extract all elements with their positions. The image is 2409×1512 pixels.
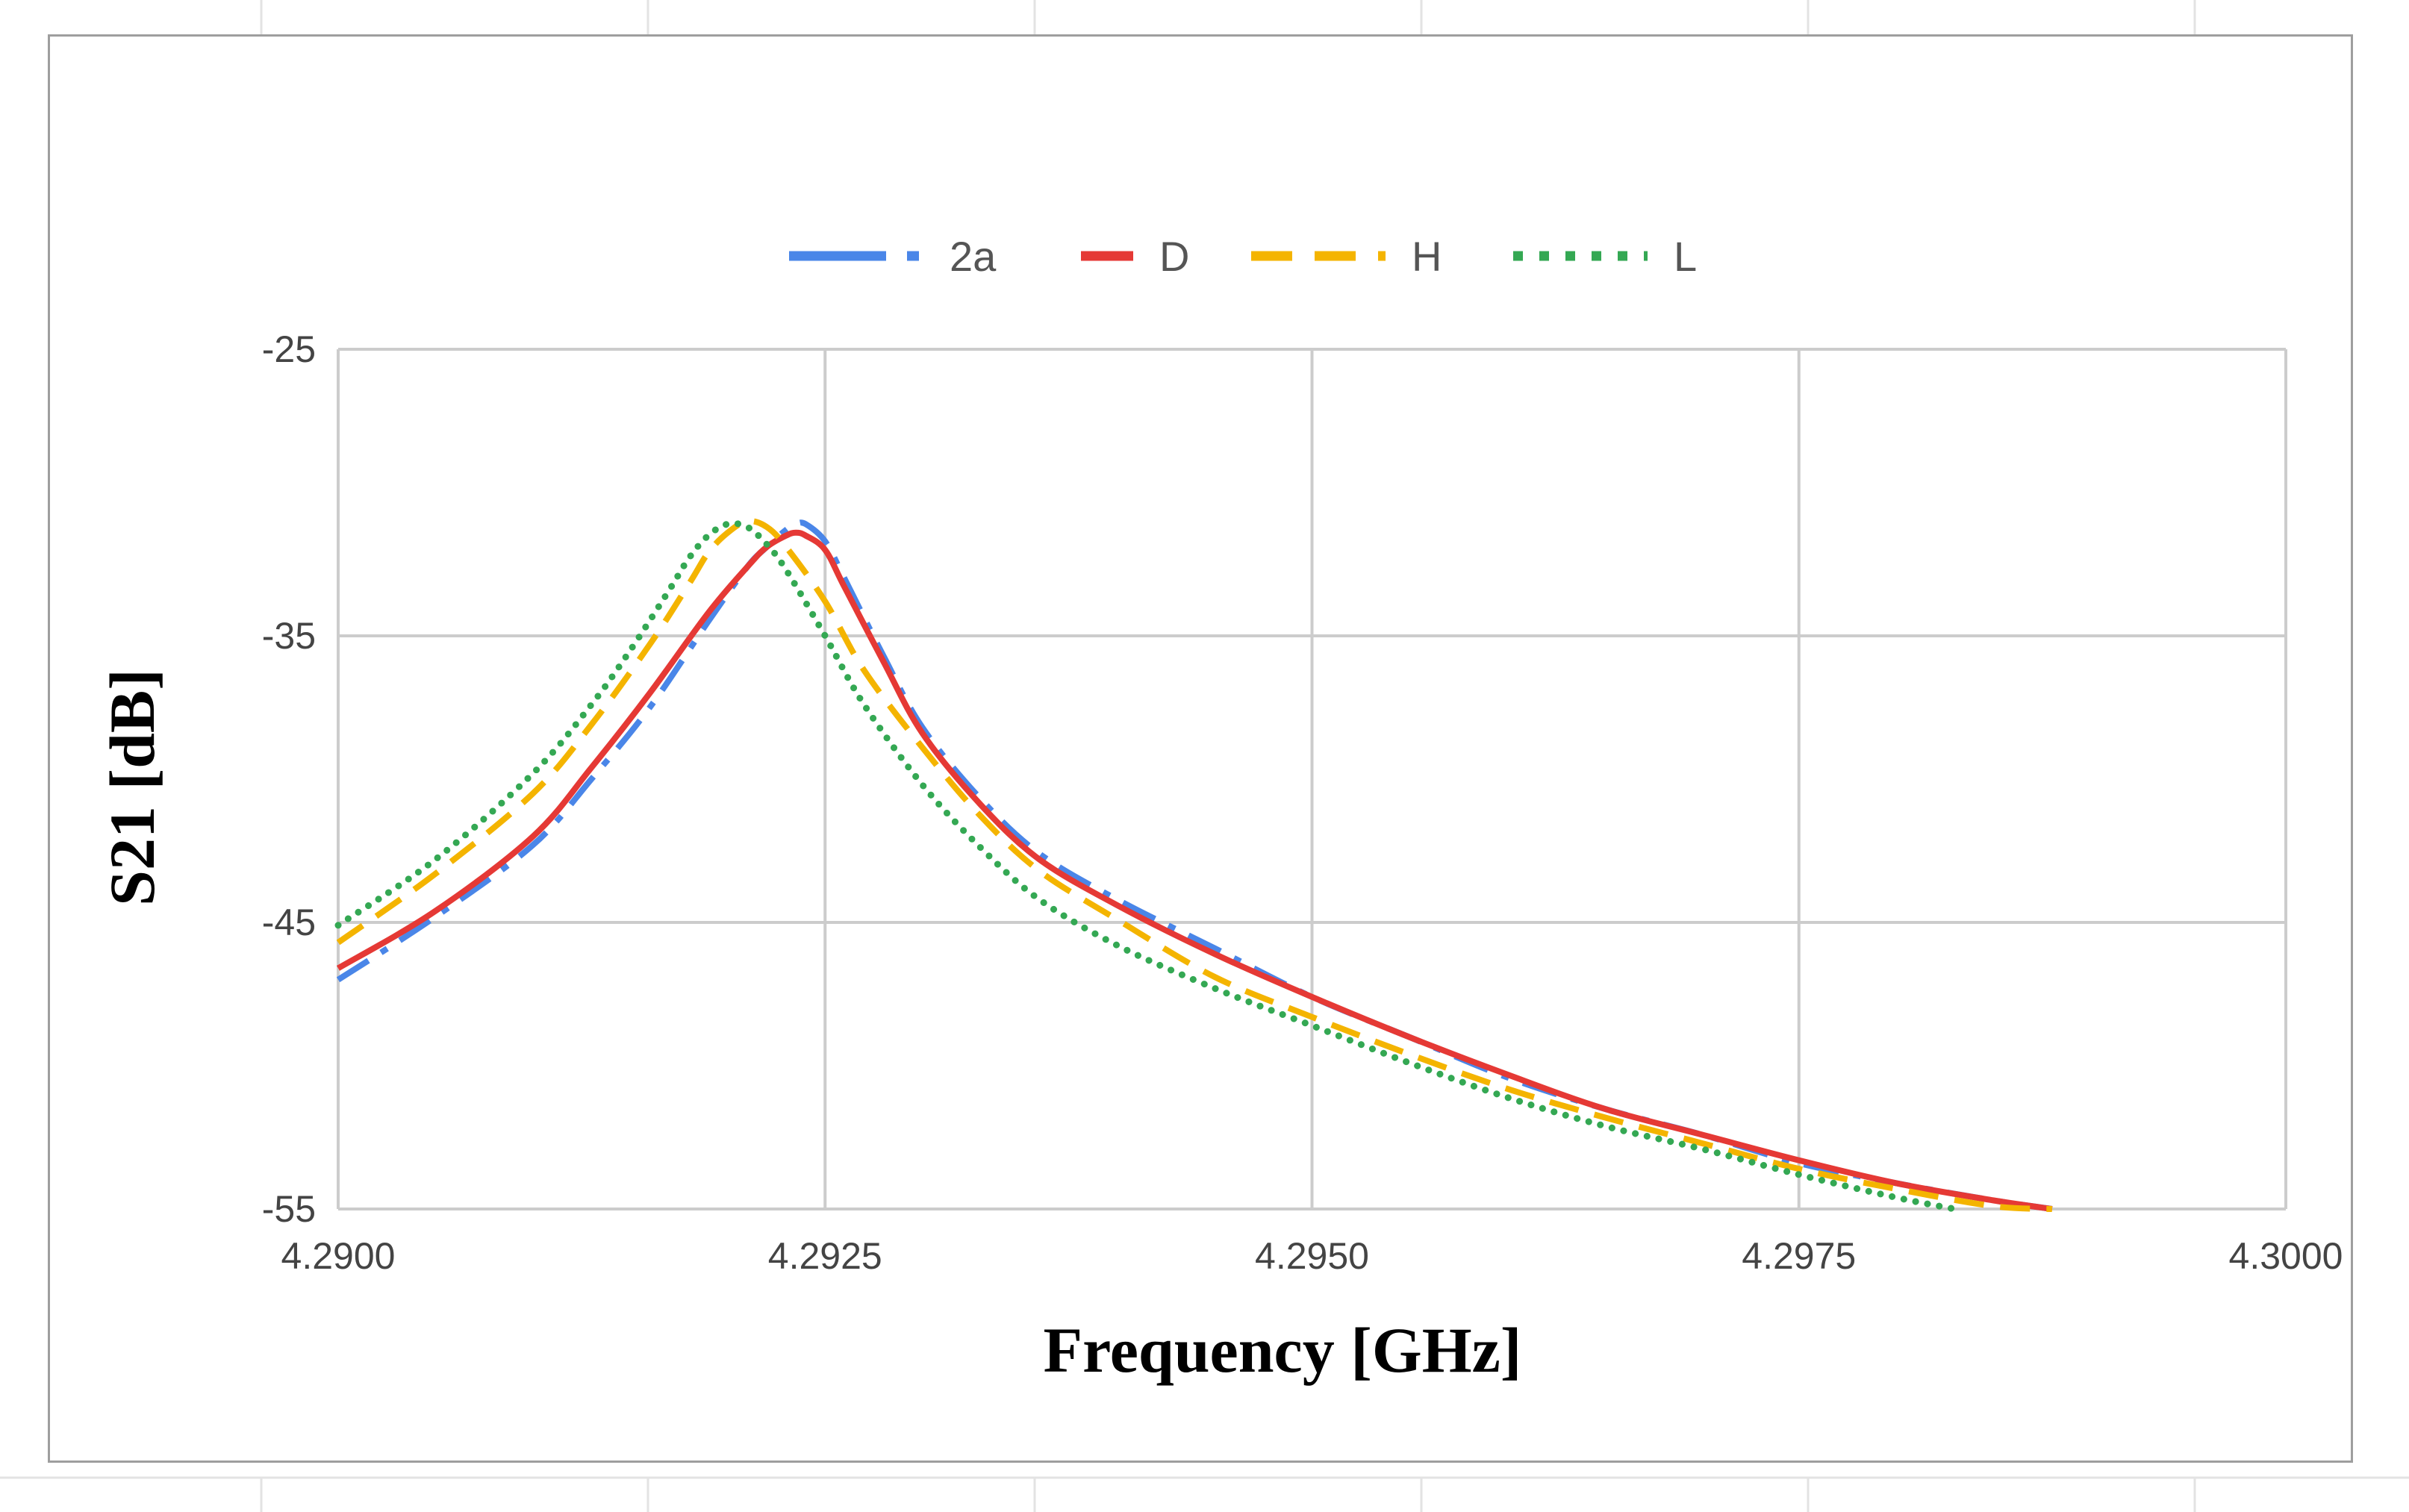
series-line-D[interactable] <box>336 529 2053 1212</box>
series-line-2a[interactable] <box>336 519 2053 1212</box>
x-tick-labels: 4.2900 4.2925 4.2950 4.2975 4.3000 <box>281 1235 2343 1277</box>
legend-label-2a: 2a <box>950 233 997 280</box>
series-line-L[interactable] <box>334 519 1958 1213</box>
legend: 2a D H L <box>789 233 1697 280</box>
x-tick-label: 4.2975 <box>1742 1235 1856 1277</box>
y-axis-title: S21 [dB] <box>96 669 168 906</box>
y-tick-labels: -25 -35 -45 -55 <box>262 328 316 1230</box>
y-tick-label: -35 <box>262 615 316 657</box>
x-tick-label: 4.3000 <box>2229 1235 2343 1277</box>
y-tick-label: -55 <box>262 1188 316 1230</box>
x-tick-label: 4.2900 <box>281 1235 396 1277</box>
x-tick-label: 4.2950 <box>1255 1235 1369 1277</box>
legend-label-L: L <box>1674 233 1697 280</box>
legend-label-H: H <box>1412 233 1442 280</box>
y-tick-label: -45 <box>262 902 316 943</box>
y-tick-label: -25 <box>262 328 316 370</box>
legend-label-D: D <box>1159 233 1189 280</box>
x-tick-label: 4.2925 <box>768 1235 882 1277</box>
x-axis-title: Frequency [GHz] <box>1044 1314 1522 1386</box>
gridlines <box>337 348 2287 1210</box>
series-line-H[interactable] <box>336 518 2053 1212</box>
series-layer <box>334 518 2053 1213</box>
chart-frame[interactable] <box>48 34 2353 1463</box>
